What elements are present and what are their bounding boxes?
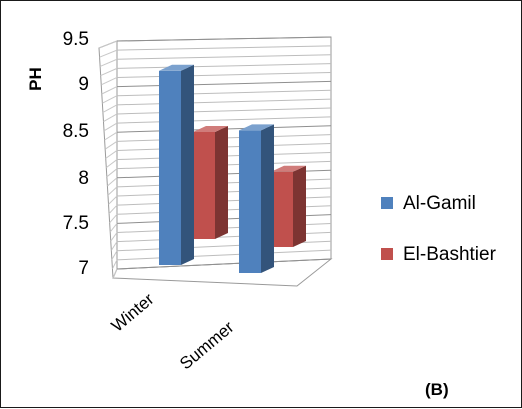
gridline: [116, 258, 332, 270]
legend-label-al-gamil: Al-Gamil: [403, 193, 476, 214]
legend-label-el-bashtier: El-Bashtier: [403, 244, 497, 265]
side-gridline: [107, 186, 118, 196]
side-gridline: [108, 195, 118, 205]
legend-swatch-al-gamil: [381, 197, 393, 209]
bar-al-gamil-summer: [239, 130, 261, 273]
gridline: [116, 107, 332, 115]
gridline: [116, 89, 332, 97]
bar-top: [271, 165, 306, 172]
gridline: [116, 98, 332, 106]
y-tick-label: 9: [78, 74, 89, 95]
category-labels: Winter Summer: [108, 289, 238, 373]
side-gridline: [99, 58, 118, 67]
side-gridline: [101, 77, 118, 86]
bar-side: [261, 124, 274, 274]
side-gridline: [112, 268, 118, 279]
gridline: [116, 249, 332, 261]
gridline: [116, 45, 332, 51]
bar-top: [159, 64, 194, 71]
gridline: [116, 63, 332, 69]
side-gridline: [101, 86, 118, 95]
panel-label: (B): [425, 380, 449, 399]
category-label-winter: Winter: [108, 289, 158, 335]
side-gridline: [102, 104, 118, 113]
side-gridline: [104, 131, 118, 141]
y-axis-label: PH: [26, 67, 45, 91]
gridline: [116, 116, 332, 124]
legend: Al-Gamil El-Bashtier: [381, 193, 497, 265]
side-gridline: [102, 95, 118, 104]
legend-swatch-el-bashtier: [381, 248, 393, 260]
y-tick-label: 7: [78, 258, 89, 279]
side-gridline: [110, 232, 118, 242]
side-gridline: [110, 241, 118, 251]
gridline: [116, 54, 332, 60]
y-tick-label: 9.5: [63, 29, 89, 50]
bar-el-bashtier-winter: [193, 131, 215, 239]
bar-top: [239, 124, 274, 131]
bar-side: [181, 64, 194, 265]
bar-al-gamil-winter: [159, 70, 181, 266]
y-tick-label: 8: [78, 168, 89, 189]
bars-group: [159, 64, 306, 274]
side-gridline: [108, 204, 118, 214]
side-gridline: [109, 213, 118, 224]
side-gridline: [100, 67, 118, 77]
bar-top: [193, 126, 228, 132]
side-gridline: [103, 122, 118, 132]
side-gridline: [98, 40, 118, 49]
side-gridline: [111, 250, 118, 260]
side-gridline: [106, 168, 118, 178]
gridline: [116, 80, 332, 88]
category-label-summer: Summer: [176, 317, 238, 373]
y-tick-label: 8.5: [63, 121, 89, 142]
side-gridline: [99, 49, 118, 58]
side-gridline: [111, 259, 118, 270]
gridline: [116, 72, 332, 78]
side-gridline: [109, 223, 118, 233]
y-tick-labels: 7 7.5 8 8.5 9 9.5: [63, 29, 89, 279]
side-gridline: [105, 159, 118, 169]
side-gridline: [107, 177, 118, 187]
side-gridline: [105, 150, 118, 159]
bar-side: [215, 126, 228, 239]
y-tick-label: 7.5: [63, 213, 89, 234]
side-gridline: [103, 113, 118, 123]
side-gridline: [104, 140, 118, 150]
gridline: [116, 36, 332, 42]
side-wall: [98, 40, 118, 279]
bar-side: [293, 165, 306, 247]
bar-el-bashtier-summer: [271, 171, 293, 247]
